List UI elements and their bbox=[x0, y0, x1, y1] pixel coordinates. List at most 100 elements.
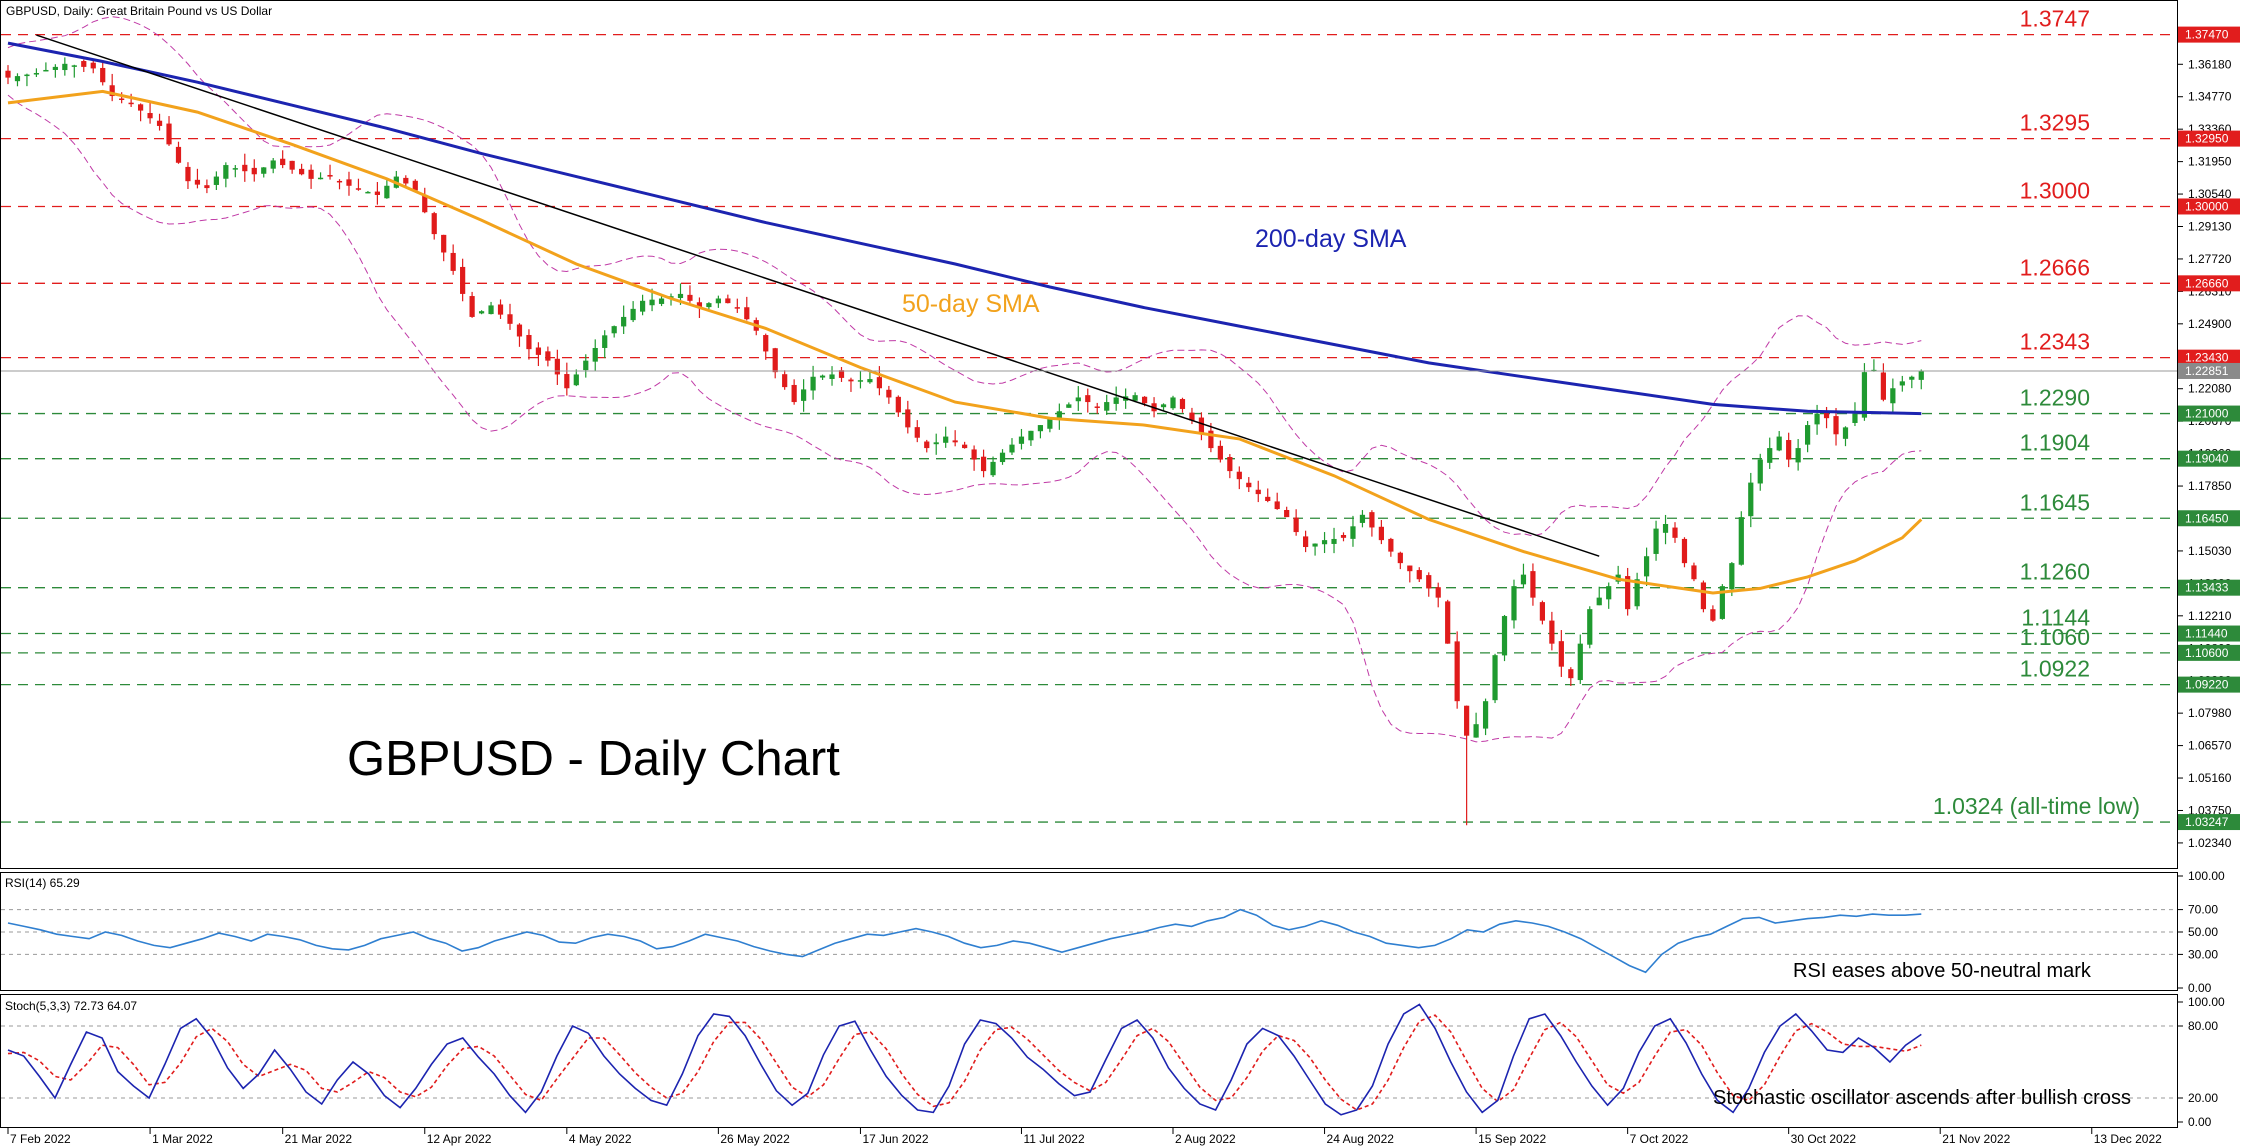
candle-body bbox=[1255, 489, 1261, 495]
osc-tick-label: 100.00 bbox=[2188, 995, 2225, 1009]
candle-body bbox=[1388, 538, 1394, 552]
candle-body bbox=[175, 146, 182, 163]
candle-body bbox=[147, 113, 153, 119]
candle-body bbox=[1577, 643, 1583, 681]
candle-body bbox=[564, 374, 570, 389]
candle-body bbox=[270, 160, 276, 169]
time-tick-label: 7 Feb 2022 bbox=[10, 1132, 71, 1146]
candle-body bbox=[990, 461, 996, 476]
price-tag bbox=[2178, 814, 2240, 831]
candle-body bbox=[403, 177, 409, 184]
candle-body bbox=[573, 374, 579, 386]
candle-body bbox=[999, 452, 1006, 463]
candle-body bbox=[848, 379, 854, 382]
level-label: 1.0324 (all-time low) bbox=[1933, 793, 2140, 819]
candle-body bbox=[1407, 565, 1413, 572]
candle-body bbox=[1861, 372, 1868, 418]
candle-body bbox=[1492, 655, 1498, 701]
symbol-header: GBPUSD, Daily: Great Britain Pound vs US… bbox=[6, 4, 272, 18]
level-label: 1.2666 bbox=[2020, 254, 2090, 280]
price-tick-label: 1.29130 bbox=[2188, 220, 2232, 234]
time-tick-label: 4 May 2022 bbox=[569, 1132, 632, 1146]
candle-body bbox=[782, 374, 788, 388]
candle-body bbox=[33, 73, 40, 75]
candle-body bbox=[1217, 445, 1223, 460]
price-tick-label: 1.27720 bbox=[2188, 252, 2232, 266]
candle-body bbox=[1426, 575, 1432, 589]
candle-body bbox=[289, 160, 295, 170]
candle-body bbox=[1473, 724, 1479, 738]
price-tag bbox=[2178, 349, 2240, 366]
candle-body bbox=[1274, 501, 1280, 510]
level-label: 1.2343 bbox=[2020, 329, 2090, 355]
candle-body bbox=[744, 307, 750, 320]
price-tag bbox=[2178, 676, 2240, 693]
candle-body bbox=[14, 76, 21, 82]
candle-body bbox=[374, 191, 380, 195]
price-tick-label: 1.24900 bbox=[2188, 317, 2232, 331]
time-tick-label: 13 Dec 2022 bbox=[2094, 1132, 2162, 1146]
sma50-line bbox=[7, 89, 1923, 595]
price-tag bbox=[2178, 579, 2240, 596]
candle-body bbox=[1795, 448, 1801, 463]
candle-body bbox=[1047, 418, 1053, 429]
price-tag bbox=[2178, 644, 2240, 661]
candle-body bbox=[933, 442, 939, 445]
price-tick-label: 1.05160 bbox=[2188, 771, 2232, 785]
candle-body bbox=[1918, 370, 1924, 380]
candle-body bbox=[1625, 576, 1631, 610]
stochastic-indicator: 100.00 80.00 20.00 0.00 bbox=[1, 995, 2225, 1129]
candle-body bbox=[412, 180, 418, 191]
candle-body bbox=[280, 158, 286, 166]
candle-body bbox=[1672, 527, 1678, 538]
candle-body bbox=[1899, 381, 1905, 386]
candle-body bbox=[630, 308, 636, 321]
candle-body bbox=[1890, 388, 1896, 404]
time-tick-label: 1 Mar 2022 bbox=[152, 1132, 213, 1146]
candles-layer bbox=[5, 57, 1924, 826]
time-tick-label: 7 Oct 2022 bbox=[1630, 1132, 1689, 1146]
candle-body bbox=[687, 294, 693, 301]
candle-body bbox=[62, 63, 68, 71]
candle-body bbox=[876, 377, 882, 389]
price-tick-label: 1.03750 bbox=[2188, 803, 2232, 817]
candle-body bbox=[24, 74, 30, 77]
candle-body bbox=[791, 384, 797, 403]
candle-body bbox=[1132, 395, 1138, 401]
price-tag-label: 1.21000 bbox=[2185, 407, 2229, 421]
candle-body bbox=[592, 347, 598, 362]
candle-body bbox=[204, 185, 210, 189]
osc-tick-label: 70.00 bbox=[2188, 903, 2218, 917]
level-label: 1.1060 bbox=[2020, 624, 2090, 650]
candle-body bbox=[763, 335, 769, 352]
level-label: 1.2290 bbox=[2020, 385, 2090, 411]
level-label: 1.3295 bbox=[2020, 110, 2090, 136]
candle-body bbox=[639, 300, 646, 312]
price-tick-label: 1.30540 bbox=[2188, 187, 2232, 201]
candle-body bbox=[734, 307, 740, 309]
candle-body bbox=[251, 167, 257, 175]
price-tag-label: 1.19040 bbox=[2185, 452, 2229, 466]
candle-body bbox=[1160, 404, 1167, 408]
candle-body bbox=[71, 65, 77, 67]
candle-body bbox=[1094, 406, 1100, 408]
candle-body bbox=[526, 334, 532, 350]
osc-tick-label: 30.00 bbox=[2188, 947, 2218, 961]
candle-body bbox=[422, 194, 428, 213]
candle-body bbox=[1596, 597, 1602, 606]
time-axis: 7 Feb 2022 1 Mar 2022 21 Mar 2022 12 Apr 20… bbox=[7, 1128, 2162, 1146]
candle-body bbox=[924, 441, 930, 449]
candle-body bbox=[658, 298, 665, 304]
candle-body bbox=[611, 326, 617, 334]
price-tick-label: 1.31950 bbox=[2188, 155, 2232, 169]
candle-body bbox=[1331, 538, 1337, 544]
time-tick-label: 30 Oct 2022 bbox=[1791, 1132, 1857, 1146]
candle-body bbox=[1748, 482, 1754, 517]
candle-body bbox=[801, 389, 807, 401]
candle-body bbox=[223, 165, 229, 179]
candle-body bbox=[1056, 411, 1062, 419]
price-tag bbox=[2178, 625, 2240, 642]
candle-body bbox=[1416, 570, 1422, 580]
candle-body bbox=[1312, 543, 1318, 547]
